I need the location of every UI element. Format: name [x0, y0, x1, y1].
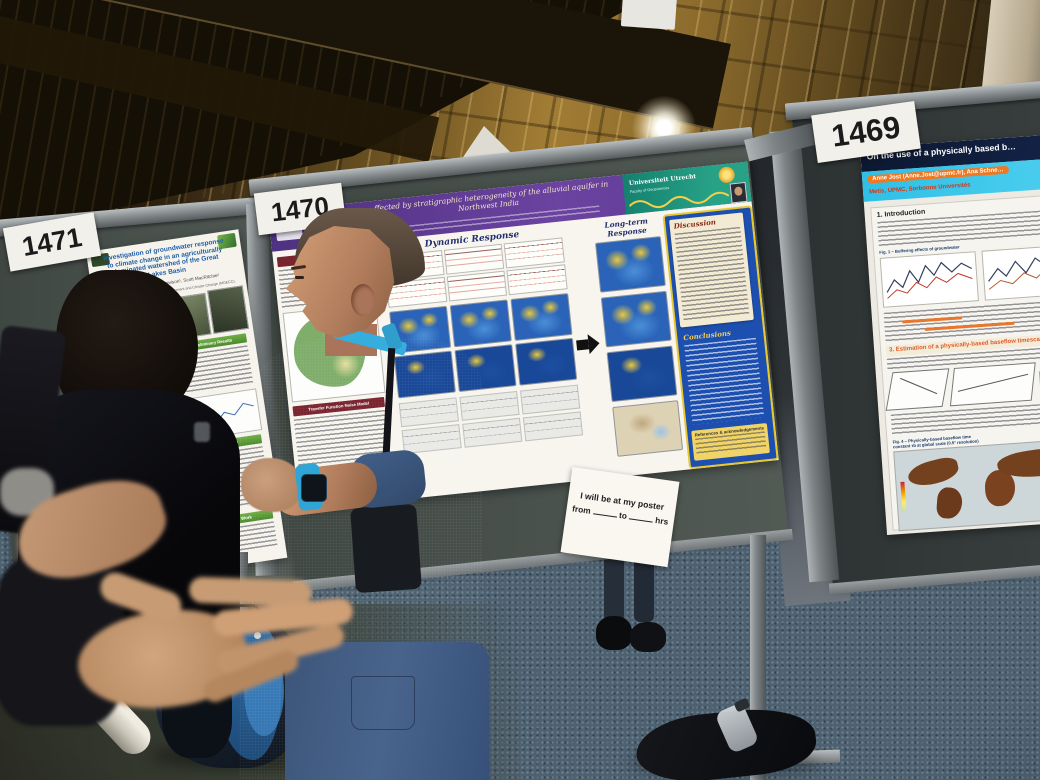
- longterm-map: [595, 236, 666, 293]
- org-name: Universiteit Utrecht: [628, 173, 697, 188]
- blank-line: [592, 513, 617, 518]
- fig1-chart: [981, 243, 1040, 301]
- note-to: to: [618, 509, 628, 521]
- poster-authors: Anne Jost (Anne.Jost@upmc.fr), Ana Schne…: [871, 167, 1004, 183]
- boot: [630, 622, 666, 652]
- poster-1469: On the use of a physically based b… Anne…: [860, 132, 1040, 536]
- gray-chart: [520, 384, 581, 415]
- plaque-number: 1469: [829, 109, 903, 154]
- plaque-number: 1471: [19, 221, 85, 262]
- smartwatch-face: [301, 474, 327, 502]
- references-box: References & acknowledgements: [691, 423, 770, 461]
- man-eye: [295, 276, 304, 279]
- man-ear: [351, 284, 375, 316]
- badge-holder: [350, 503, 422, 594]
- conclusions-text-lines: [684, 337, 765, 425]
- hillslope-diagram: [949, 362, 1036, 407]
- author-photo: [729, 181, 748, 204]
- timeseries-chart: [506, 264, 568, 296]
- man-silhouette: [233, 206, 489, 780]
- map-legend: [900, 481, 907, 512]
- author-face: [733, 186, 743, 197]
- gray-chart: [522, 411, 584, 442]
- world-map: [893, 438, 1040, 532]
- aquifer-diagram: [885, 368, 950, 411]
- longterm-map-tan: [612, 400, 684, 457]
- map-north-america: [905, 455, 961, 491]
- groundwater-map: [510, 293, 573, 341]
- highlighted-text: [924, 321, 1015, 331]
- map-south-america: [936, 487, 964, 521]
- poster-body: 1. Introduction Fig. 1 – Buffering effec…: [870, 192, 1040, 532]
- hanging-sign-top: [620, 0, 678, 30]
- badge-lanyard-glimpse: [194, 422, 210, 442]
- org-sub: Faculty of Geosciences: [629, 185, 670, 195]
- diagram-line: [957, 373, 1028, 392]
- highlighted-text: [902, 316, 963, 324]
- groundwater-map: [515, 337, 578, 386]
- man-jeans: [285, 642, 489, 780]
- note-hrs: hrs: [654, 514, 669, 527]
- utrecht-block: Universiteit Utrecht Faculty of Geoscien…: [622, 161, 752, 215]
- poster-affiliation: Metis, UPMC, Sorbonne Universités: [868, 182, 971, 196]
- dna-wave-graphic: [628, 191, 730, 209]
- utrecht-sun-logo: [717, 166, 736, 184]
- discussion-text-lines: [674, 226, 750, 322]
- note-from: from: [571, 503, 592, 516]
- boot: [596, 616, 632, 650]
- arrow-icon: [576, 339, 590, 351]
- blank-line: [628, 518, 653, 523]
- longterm-map: [600, 290, 672, 348]
- note-card: I will be at my poster from to hrs: [560, 466, 680, 568]
- backpack-logo: [254, 632, 261, 639]
- man-hand: [241, 458, 303, 512]
- poster-1470: Spa… …ffected by stratigraphic heterogen…: [268, 161, 779, 511]
- jeans-pocket: [351, 676, 415, 730]
- discussion-box: Discussion: [669, 212, 754, 328]
- timeseries-chart: [503, 237, 565, 269]
- longterm-map: [606, 345, 678, 403]
- fig1-chart: [879, 251, 979, 308]
- arrow-head: [587, 333, 601, 355]
- title-band: Spa… …ffected by stratigraphic heterogen…: [268, 161, 752, 252]
- diagram-line: [899, 377, 938, 394]
